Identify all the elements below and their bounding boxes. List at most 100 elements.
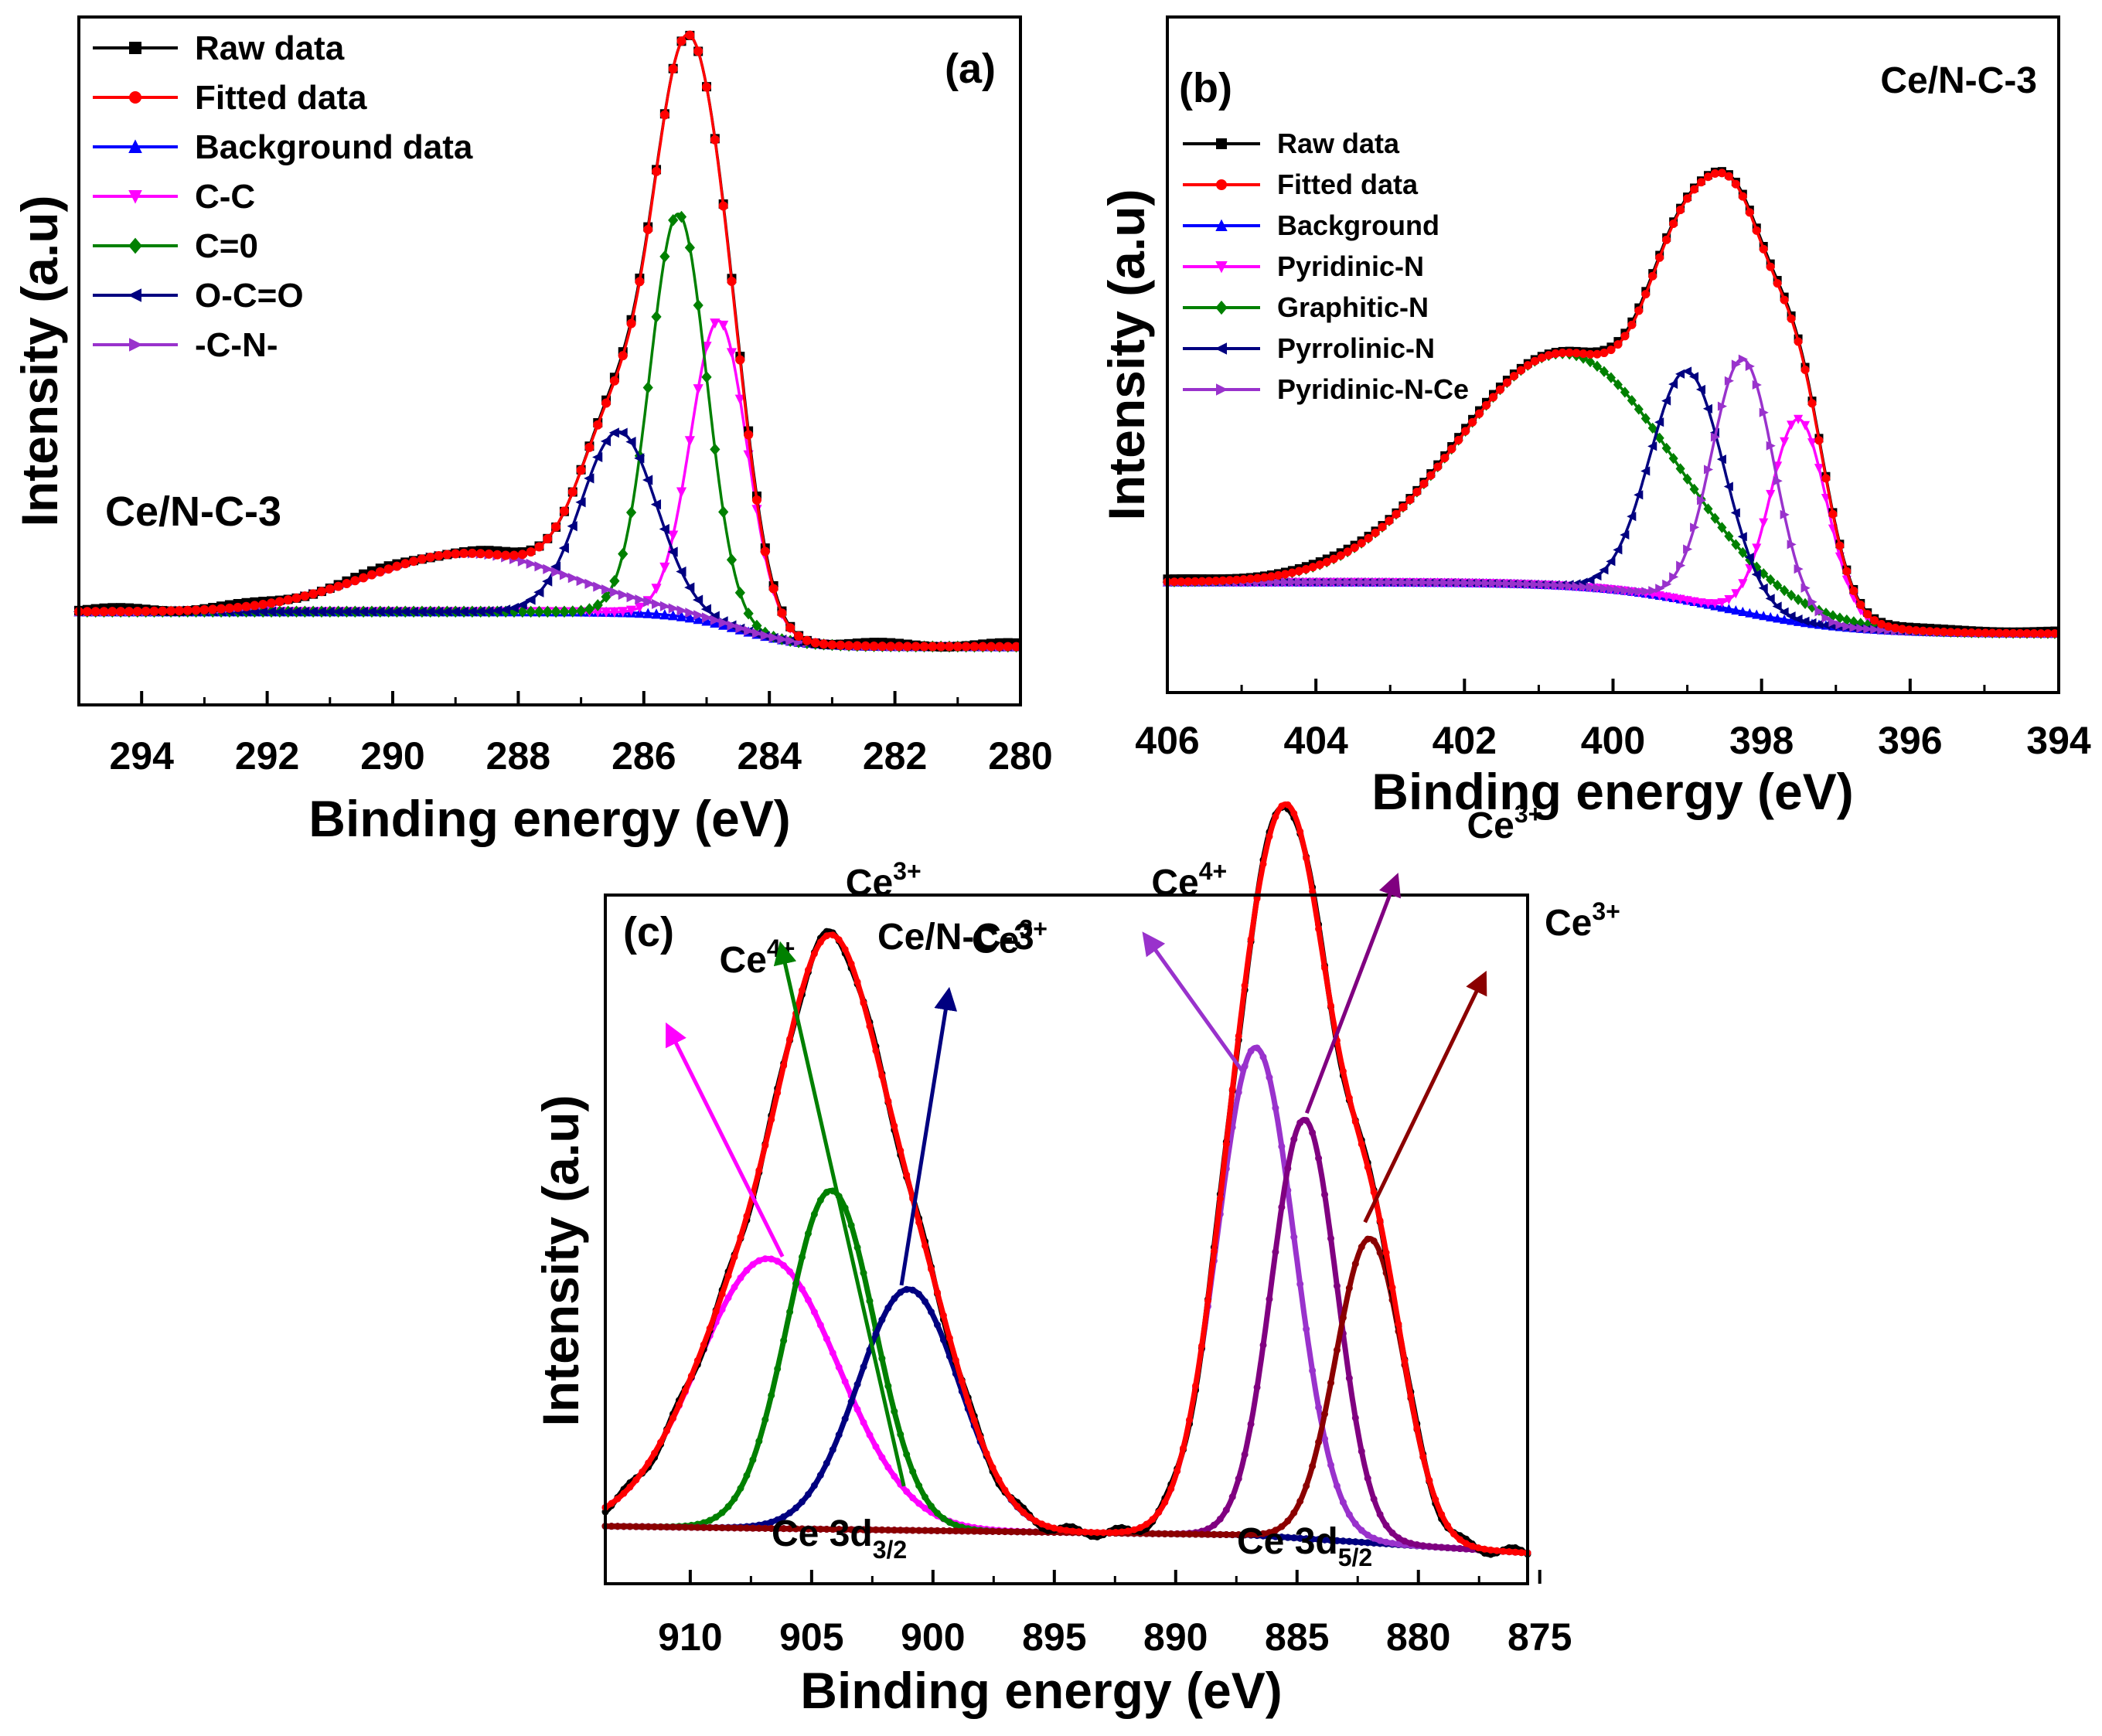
series-ce4-3d5-2-point <box>1339 1499 1347 1506</box>
series-ce3-3d5-2-point <box>1284 1517 1292 1525</box>
series-fitted-data-point <box>841 945 849 953</box>
series-fitted-data-point <box>1321 964 1329 972</box>
series-ce4-3d3-2-point <box>768 1255 775 1263</box>
series-fitted-data-point <box>1267 572 1276 581</box>
series-fitted-data-point <box>799 986 806 994</box>
series-graphitic-n-point <box>1780 584 1790 597</box>
series-pyridinic-n-ce-point <box>1440 577 1450 587</box>
series-pyridinic-n-ce-point <box>1697 495 1707 505</box>
series-fitted-data-point <box>1204 1297 1211 1305</box>
series-fitted-data-point <box>1136 1523 1144 1531</box>
series-c-0-point <box>760 626 771 639</box>
series-c-c-point <box>668 530 679 541</box>
series-fitted-data-point <box>1925 627 1934 636</box>
series-pyrrolinic-n-point <box>1613 545 1623 555</box>
x-tick-label: 880 <box>1386 1615 1450 1659</box>
series-ce3-3d5-2-point <box>1026 1528 1034 1536</box>
series-fitted-data-point <box>1280 570 1289 579</box>
series-fitted-data-point <box>1191 577 1200 586</box>
series-ce3-3d5-2-point <box>884 1527 892 1534</box>
series-c-c-point <box>618 607 629 618</box>
series-ce3-3d3-2-point <box>823 1459 830 1467</box>
annotation-arrow <box>1363 970 1487 1224</box>
series-pyridinic-n-ce-point <box>1593 583 1603 593</box>
series-fitted-data-point <box>860 999 867 1007</box>
series-fitted-data-point <box>517 550 527 560</box>
series-c-n-point <box>744 625 755 636</box>
series-o-c-o-point <box>650 499 662 510</box>
series-ce4-3d5-2-point <box>1235 1088 1242 1096</box>
x-tick-label: 400 <box>1581 719 1645 762</box>
series-ce3-3d3-2-point <box>835 1431 843 1438</box>
series-fitted-data-point <box>459 548 469 558</box>
series-c-n-point <box>702 612 713 623</box>
series-fitted-data-point <box>1336 551 1345 560</box>
series-fitted-data-point <box>1502 378 1511 387</box>
series-graphitic-n-point <box>1647 422 1657 434</box>
legend-label: Pyridinic-N-Ce <box>1277 373 1469 405</box>
series-ce3-3d3-2-point <box>1290 1534 1298 1542</box>
series-fitted-data-point <box>1516 366 1525 375</box>
series-ce3-3d5-2-point <box>1382 1521 1390 1529</box>
series-fitted-data-point <box>1032 1517 1040 1525</box>
series-o-c-o-point <box>516 599 527 611</box>
series-pyridinic-n-ce-point <box>1669 572 1679 582</box>
series-graphitic-n-point <box>1675 463 1685 475</box>
legend-label: Graphitic-N <box>1277 291 1429 323</box>
series-graphitic-n-point <box>1794 594 1804 605</box>
series-fitted-data-point <box>894 642 905 652</box>
series-ce3-3d3-2-point <box>1315 1536 1323 1544</box>
series-fitted-data-point <box>1358 1140 1365 1148</box>
series-fitted-data-point <box>786 1035 794 1043</box>
series-pyridinic-n-ce-point <box>1357 577 1367 587</box>
series-c-n-point <box>718 618 729 628</box>
series-ce3-3d3-2-point <box>792 1280 800 1288</box>
series-ce3-3d3-2-point <box>774 1365 782 1373</box>
series-pyrrolinic-n-point <box>1779 607 1789 617</box>
series-c-0-point <box>550 605 561 618</box>
series-fitted-data-point <box>1444 1522 1452 1530</box>
panel-a-frame <box>77 15 1022 706</box>
panel-a-x-ticks: 294 292 290 288 286 284 282 280 <box>109 691 1053 778</box>
series-ce3-3d3-2-point <box>774 1516 782 1523</box>
series-ce3-3d3-2-point <box>922 1298 929 1305</box>
series-fitted-data-point <box>804 966 812 974</box>
series-ce3-3d3-2-point <box>1339 1537 1347 1545</box>
series-ce3-3d5-2-point <box>1241 1530 1249 1538</box>
series-fitted-data-point <box>1385 516 1394 526</box>
series-background-point <box>1787 615 1797 625</box>
series-ce4-3d3-2-point <box>718 1305 726 1313</box>
panel-a-ylabel: Intensity (a.u) <box>11 195 68 526</box>
series-ce3-3d5-2-point <box>731 1524 738 1532</box>
series-pyrrolinic-n-point <box>1737 532 1747 542</box>
series-pyridinic-n-ce-point <box>1502 579 1513 589</box>
series-ce3-3d3-2-point <box>847 1221 855 1229</box>
series-c-0-point <box>651 311 662 323</box>
series-fitted-data-point <box>1461 427 1470 436</box>
series-fitted-data-point <box>1020 1509 1027 1516</box>
annotation-label: Ce3+ <box>846 857 922 904</box>
series-fitted-data-point <box>743 1212 751 1220</box>
series-ce3-3d3-2-point <box>891 1408 898 1415</box>
series-background-point <box>1773 613 1783 623</box>
annotation-label: Ce3+ <box>1467 800 1543 846</box>
series-pyridinic-n-ce-point <box>1683 544 1693 554</box>
series-pyrrolinic-n-point <box>1793 614 1803 625</box>
panel-c-letter: (c) <box>623 909 674 955</box>
series-ce3-3d5-2-point <box>718 1524 726 1532</box>
series-fitted-data-point <box>645 1459 652 1467</box>
series-pyridinic-n-ce-point <box>1371 577 1381 587</box>
series-o-c-o-point <box>416 606 427 617</box>
series-c-c-point <box>609 607 620 618</box>
series-ce4-3d3-2-point <box>891 1472 898 1480</box>
series-pyridinic-n-ce-point <box>1849 622 1859 633</box>
series-ce3-3d5-2-point <box>1210 1530 1218 1538</box>
series-fitted-data-point <box>1697 178 1706 187</box>
series-pyrrolinic-n-point <box>1758 583 1768 593</box>
series-ce3-3d5-2-point <box>1339 1314 1347 1322</box>
panel-c-x-ticks: 910 905 900 895 890 885 880 875 <box>658 1570 1572 1659</box>
series-fitted-data-point <box>1253 574 1262 583</box>
series-fitted-data-point <box>777 608 787 618</box>
series-ce3-3d3-2-point <box>816 1472 824 1479</box>
series-o-c-o-point <box>700 604 711 614</box>
